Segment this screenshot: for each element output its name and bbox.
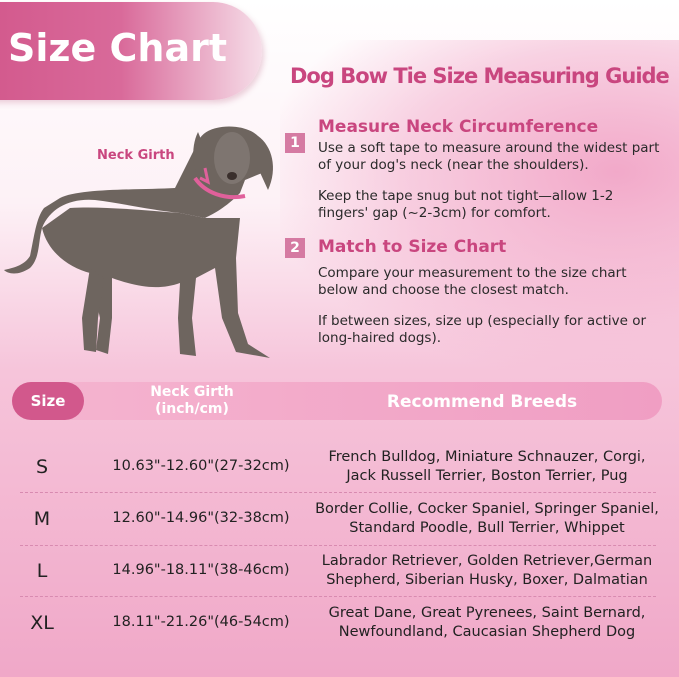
table-row: M 12.60"-14.96"(32-38cm) Border Collie, … <box>12 494 659 546</box>
row-divider <box>20 545 656 546</box>
step-2-text: Compare your measurement to the size cha… <box>318 265 627 298</box>
table-row: XL 18.11"-21.26"(46-54cm) Great Dane, Gr… <box>12 598 657 650</box>
row-divider <box>20 596 656 597</box>
table-row: S 10.63"-12.60"(27-32cm) French Bulldog,… <box>12 442 657 494</box>
size-cell: XL <box>30 612 54 634</box>
background-glow <box>280 40 679 370</box>
girth-cell: 12.60"-14.96"(32-38cm) <box>112 510 290 526</box>
header-breeds: Recommend Breeds <box>386 392 578 412</box>
table-header: Size Neck Girth (inch/cm) Recommend Bree… <box>12 382 662 420</box>
breeds-cell: Great Dane, Great Pyrenees, Saint Bernar… <box>328 605 646 640</box>
size-cell: M <box>33 508 51 530</box>
neck-girth-label: Neck Girth <box>97 148 175 163</box>
breeds-cell: Labrador Retriever, Golden Retriever,Ger… <box>321 553 653 588</box>
table-row: L 14.96"-18.11"(38-46cm) Labrador Retrie… <box>12 546 657 598</box>
row-divider <box>20 492 656 493</box>
guide-title: Dog Bow Tie Size Measuring Guide <box>290 64 670 88</box>
size-cell: S <box>35 456 49 478</box>
girth-cell: 18.11"-21.26"(46-54cm) <box>112 614 290 630</box>
step-1-badge: 1 <box>285 133 305 153</box>
breeds-cell: French Bulldog, Miniature Schnauzer, Cor… <box>328 449 646 484</box>
step-1-heading: Measure Neck Circumference <box>318 117 599 137</box>
page-title: Size Chart <box>8 26 228 70</box>
step-2-heading: Match to Size Chart <box>318 237 507 257</box>
title-banner <box>0 2 262 100</box>
step-2-badge: 2 <box>285 238 305 258</box>
step-1-text: Use a soft tape to measure around the wi… <box>318 140 660 173</box>
girth-cell: 10.63"-12.60"(27-32cm) <box>112 458 290 474</box>
step-1-note: Keep the tape snug but not tight—allow 1… <box>318 188 614 221</box>
dog-image <box>4 126 273 358</box>
girth-cell: 14.96"-18.11"(38-46cm) <box>112 562 290 578</box>
size-cell: L <box>36 560 48 582</box>
header-neck-girth: Neck Girth (inch/cm) <box>150 384 234 417</box>
header-size: Size <box>12 382 84 420</box>
breeds-cell: Border Collie, Cocker Spaniel, Springer … <box>315 501 659 536</box>
step-2-note: If between sizes, size up (especially fo… <box>318 313 647 346</box>
